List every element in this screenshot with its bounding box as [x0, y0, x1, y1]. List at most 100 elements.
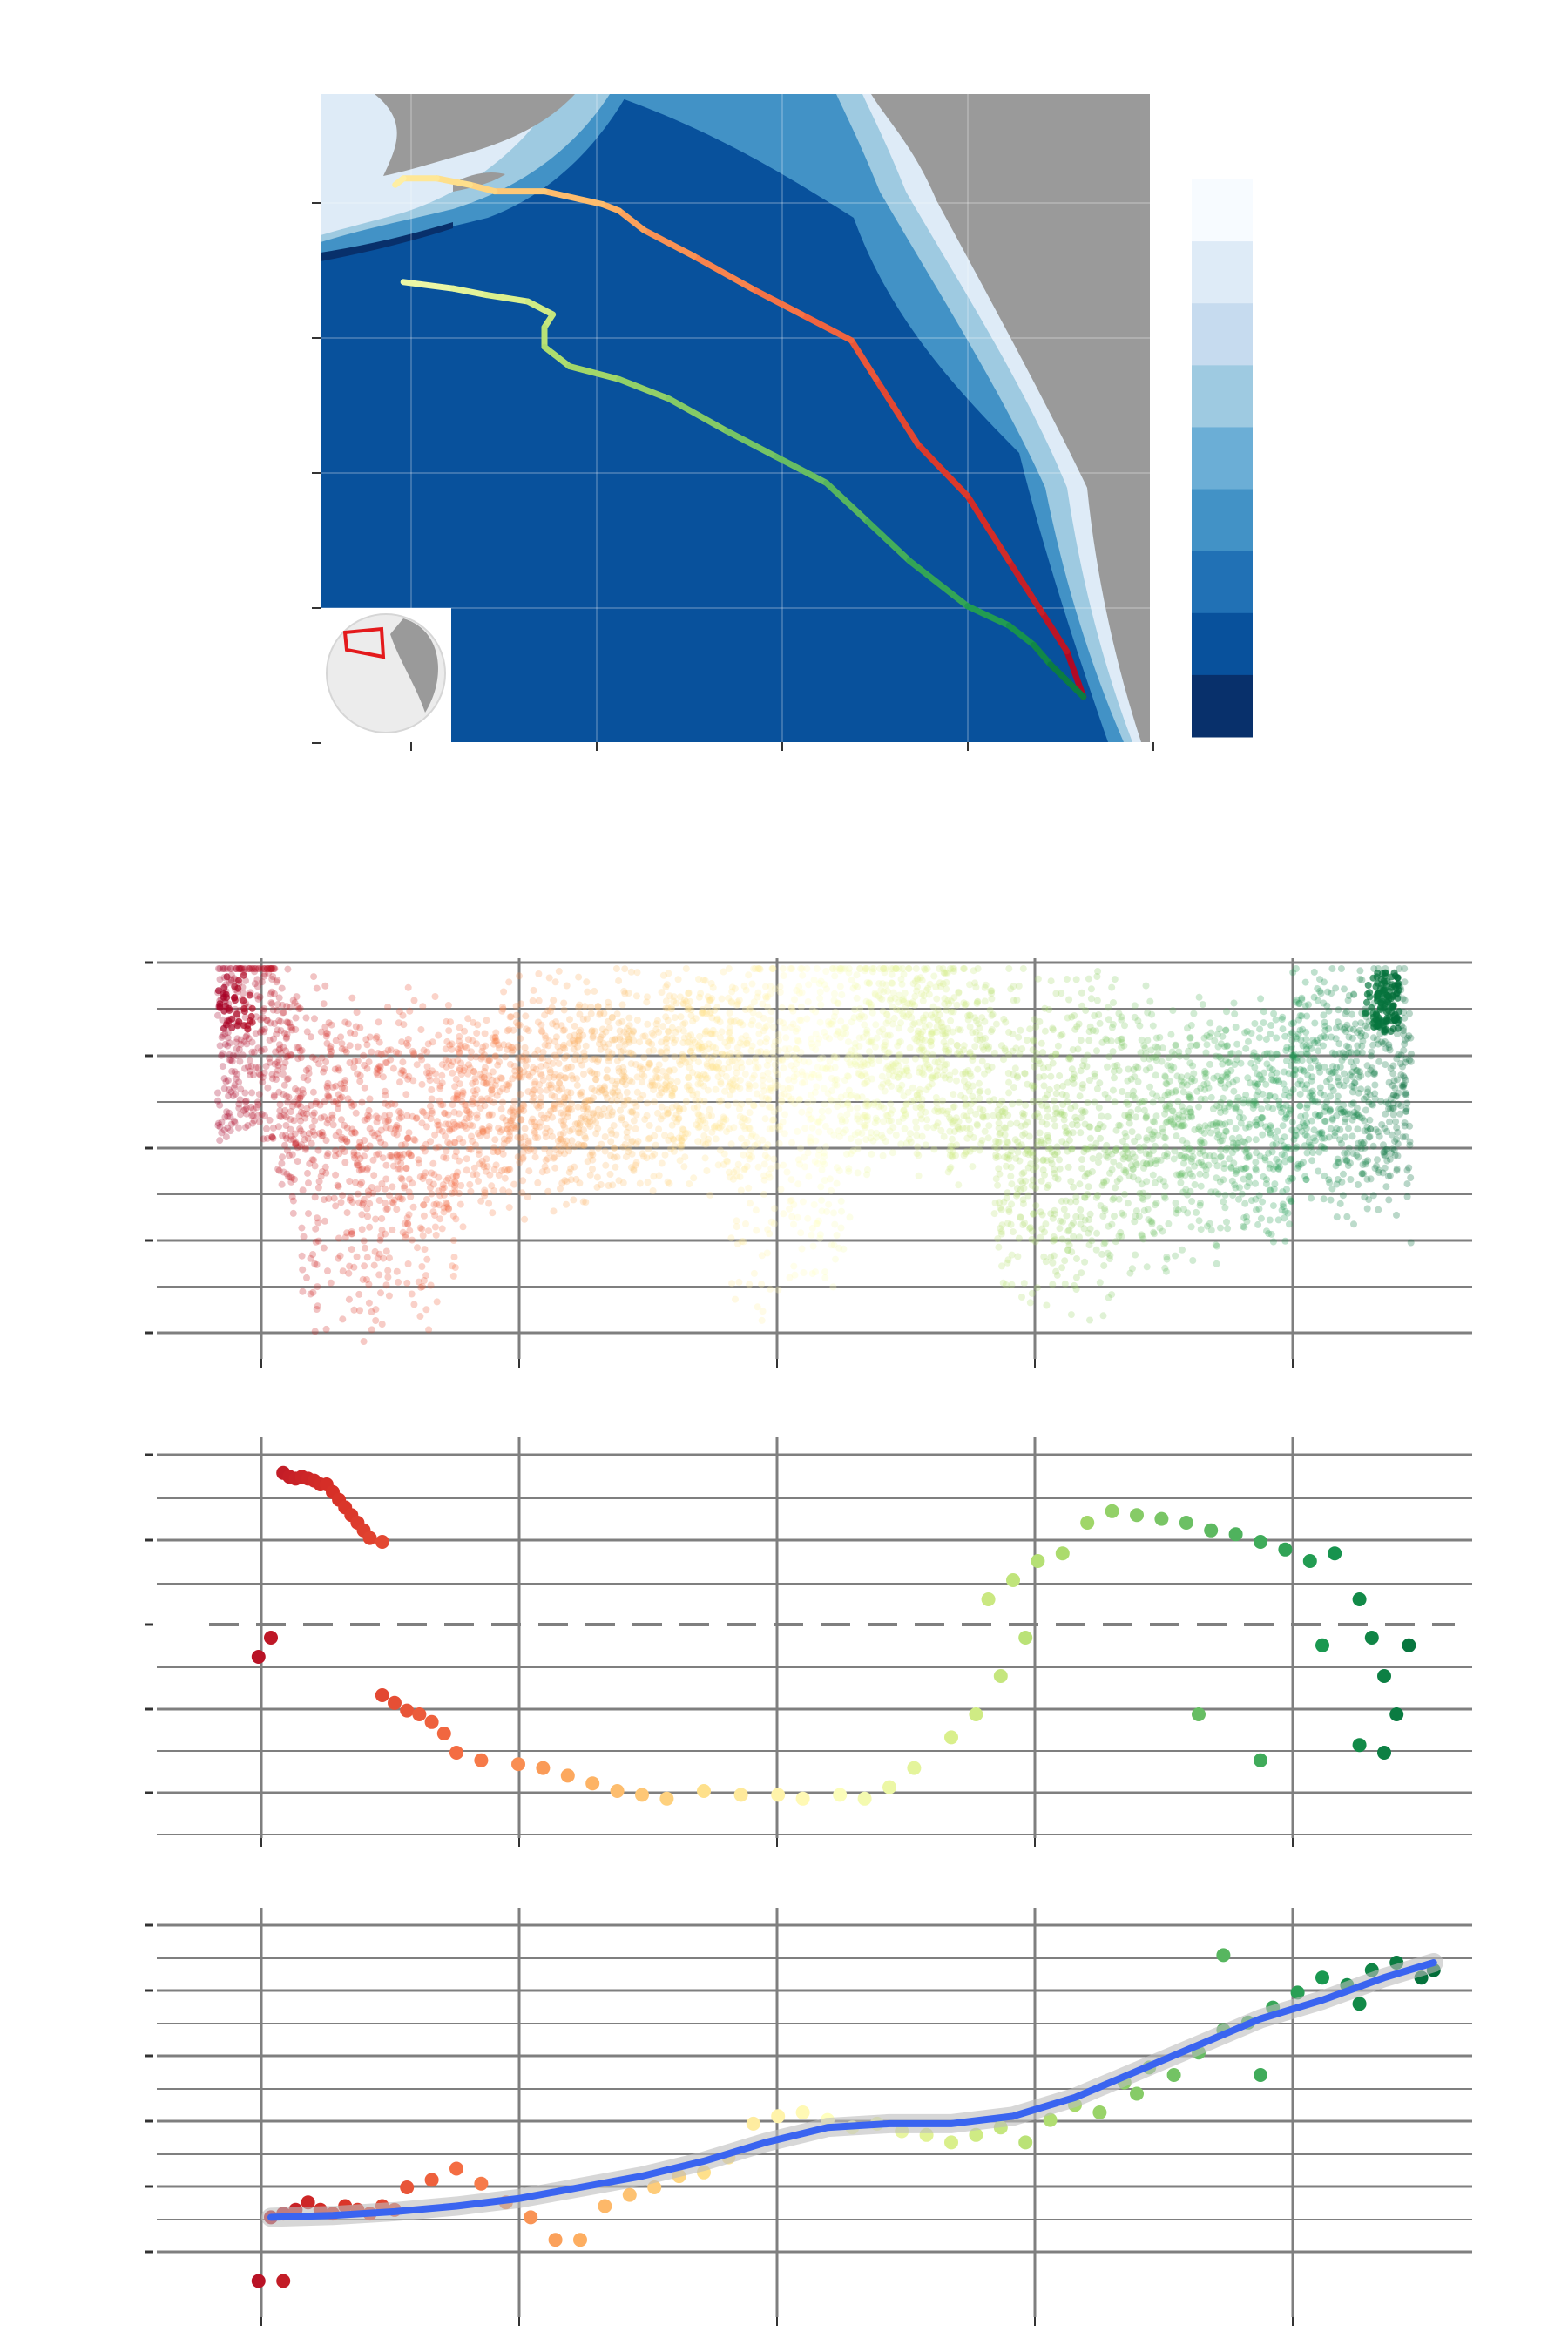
depth-point — [956, 1048, 963, 1055]
depth-point — [1013, 997, 1021, 1004]
depth-point — [816, 995, 824, 1002]
depth-point — [486, 1096, 494, 1104]
depth-point — [851, 1058, 859, 1065]
depth-point — [1086, 1316, 1093, 1324]
depth-point — [1168, 1048, 1176, 1056]
depth-point — [615, 1019, 623, 1027]
depth-point — [706, 1105, 713, 1113]
depth-point — [257, 1047, 265, 1055]
depth-point — [1337, 965, 1345, 972]
depth-point — [895, 1038, 902, 1046]
depth-point — [826, 1127, 834, 1135]
depth-point — [960, 1046, 968, 1054]
depth-point — [1260, 1008, 1267, 1016]
depth-point — [429, 1208, 437, 1216]
depth-point — [444, 1205, 452, 1212]
depth-point — [963, 1112, 970, 1120]
depth-point — [298, 1252, 306, 1260]
depth-point — [862, 1136, 870, 1143]
depth-point — [505, 1080, 513, 1088]
depth-point — [356, 1180, 364, 1188]
depth-point — [1359, 1161, 1367, 1168]
depth-point — [896, 1118, 903, 1125]
depth-point — [1175, 1171, 1183, 1179]
depth-point — [346, 1178, 354, 1185]
depth-point — [494, 1148, 502, 1156]
depth-point — [343, 1124, 351, 1132]
depth-point — [1064, 1246, 1072, 1254]
depth-point — [567, 1176, 575, 1184]
depth-point — [407, 1193, 415, 1200]
depth-point — [1337, 1105, 1345, 1113]
depth-point — [440, 1191, 448, 1199]
depth-point — [299, 1086, 307, 1094]
depth-point — [788, 1095, 795, 1103]
depth-point — [420, 1108, 427, 1116]
depth-point — [575, 1035, 583, 1043]
depth-point — [650, 1173, 658, 1180]
depth-point — [566, 1127, 574, 1135]
depth-point — [250, 1071, 258, 1078]
depth-point — [608, 1050, 616, 1058]
depth-point — [1301, 978, 1309, 986]
depth-point — [616, 1027, 624, 1035]
depth-point — [752, 965, 760, 972]
depth-point — [324, 1267, 331, 1275]
depth-point — [498, 1007, 506, 1015]
depth-point — [347, 1194, 355, 1202]
depth-point — [1202, 1049, 1210, 1057]
depth-point — [652, 1073, 659, 1081]
depth-point — [409, 1203, 417, 1211]
depth-point — [1281, 1158, 1289, 1166]
depth-point — [1123, 1146, 1131, 1154]
depth-point — [734, 1160, 742, 1168]
depth-point — [519, 1177, 527, 1185]
depth-point — [1111, 976, 1119, 983]
depth-point — [974, 965, 982, 972]
depth-point — [1321, 1026, 1329, 1034]
depth-point — [674, 1115, 682, 1123]
depth-point — [618, 1078, 626, 1085]
depth-point — [493, 1092, 501, 1099]
depth-point — [641, 1032, 649, 1040]
legend-swatch — [1192, 612, 1253, 676]
depth-point — [772, 1084, 780, 1092]
depth-point — [658, 989, 666, 997]
depth-point — [815, 1071, 822, 1079]
depth-point — [280, 1044, 287, 1051]
depth-point — [235, 1124, 242, 1132]
depth-point — [413, 1114, 421, 1122]
depth-point — [1170, 1121, 1178, 1129]
depth-point — [796, 1095, 803, 1103]
depth-point — [1029, 1148, 1037, 1156]
depth-point — [976, 1088, 983, 1096]
depth-point — [520, 1102, 528, 1110]
depth-point — [1130, 1087, 1138, 1095]
depth-point — [508, 1048, 516, 1056]
depth-point — [256, 1118, 263, 1125]
depth-point — [869, 1137, 877, 1145]
depth-point — [992, 1020, 1000, 1028]
depth-point — [1051, 1097, 1058, 1105]
depth-point — [838, 1207, 845, 1215]
depth-point — [704, 1054, 712, 1062]
depth-point — [310, 973, 318, 981]
depth-point — [1185, 1091, 1193, 1098]
depth-point — [1125, 1173, 1133, 1179]
depth-point — [761, 1115, 769, 1123]
depth-point — [1234, 1144, 1242, 1152]
depth-point — [490, 1187, 498, 1195]
depth-point — [664, 1178, 672, 1186]
depth-point — [1146, 997, 1154, 1005]
depth-point — [226, 1056, 233, 1064]
track-return-segment — [566, 363, 623, 382]
depth-point — [632, 1061, 639, 1068]
depth-point — [1400, 1083, 1408, 1091]
depth-point — [1341, 1149, 1348, 1157]
depth-point — [758, 1281, 766, 1288]
depth-point — [969, 1053, 977, 1060]
depth-point — [452, 1075, 460, 1083]
depth-point — [625, 1124, 632, 1132]
depth-point — [662, 1079, 670, 1087]
depth-point — [805, 1173, 813, 1180]
